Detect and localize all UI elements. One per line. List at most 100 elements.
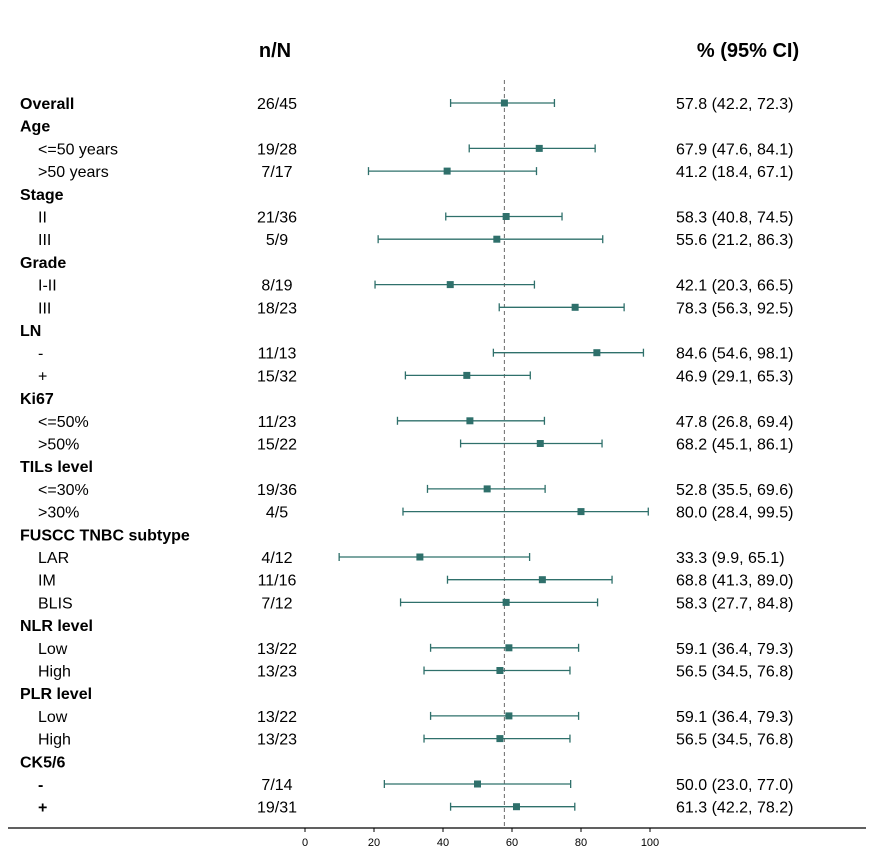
point-estimate-marker	[496, 667, 504, 674]
group-row: Ki67	[20, 391, 54, 408]
subgroup-row: LAR 4/12 33.3 (9.9, 65.1)	[38, 550, 785, 567]
n-over-N: 19/28	[257, 141, 297, 158]
subgroup-row: IM 11/16 68.8 (41.3, 89.0)	[38, 573, 793, 590]
estimate-ci-text: 67.9 (47.6, 84.1)	[676, 141, 793, 158]
group-row: PLR level	[20, 686, 92, 703]
subgroup-label: -	[38, 346, 43, 363]
subgroup-label: >30%	[38, 505, 79, 522]
point-estimate-marker	[505, 644, 513, 652]
n-over-N: 7/14	[261, 777, 292, 794]
subgroup-label: III	[38, 232, 51, 249]
point-estimate-marker	[416, 553, 424, 561]
estimate-ci-text: 59.1 (36.4, 79.3)	[676, 641, 793, 658]
estimate-ci-text: 46.9 (29.1, 65.3)	[676, 368, 793, 385]
subgroup-label: +	[38, 368, 47, 385]
subgroup-label: +	[38, 800, 47, 817]
subgroup-row: High 13/23 56.5 (34.5, 76.8)	[38, 732, 793, 749]
group-label: LN	[20, 323, 41, 340]
x-tick-label: 100	[641, 837, 659, 849]
group-label: Grade	[20, 255, 66, 272]
subgroup-row: III 5/9 55.6 (21.2, 86.3)	[38, 232, 793, 249]
group-row: Overall 26/45 57.8 (42.2, 72.3)	[20, 96, 793, 113]
subgroup-label: Low	[38, 709, 68, 726]
estimate-ci-text: 41.2 (18.4, 67.1)	[676, 164, 793, 181]
n-over-N: 5/9	[266, 232, 288, 249]
n-over-N: 21/36	[257, 210, 297, 227]
group-label: PLR level	[20, 686, 92, 703]
subgroup-row: +19/31 61.3 (42.2, 78.2)	[38, 800, 793, 817]
x-tick-label: 60	[506, 837, 518, 849]
estimate-ci-text: 57.8 (42.2, 72.3)	[676, 96, 793, 113]
n-over-N: 13/22	[257, 641, 297, 658]
n-over-N: 11/23	[258, 414, 297, 431]
subgroup-label: <=30%	[38, 482, 89, 499]
x-tick-label: 20	[368, 837, 380, 849]
n-over-N: 11/13	[258, 346, 297, 363]
subgroup-row: >50 years 7/17 41.2 (18.4, 67.1)	[38, 164, 793, 181]
subgroup-row: High 13/23 56.5 (34.5, 76.8)	[38, 664, 793, 681]
subgroup-label: >50%	[38, 437, 79, 454]
subgroup-row: <=50 years 19/28 67.9 (47.6, 84.1)	[38, 141, 793, 158]
group-row: FUSCC TNBC subtype	[20, 527, 190, 544]
subgroup-label: LAR	[38, 550, 69, 567]
x-tick-label: 0	[302, 837, 308, 849]
point-estimate-marker	[536, 440, 544, 447]
point-estimate-marker	[483, 485, 491, 493]
estimate-ci-text: 56.5 (34.5, 76.8)	[676, 732, 793, 749]
point-estimate-marker	[500, 99, 508, 107]
x-tick-label: 40	[437, 837, 449, 849]
subgroup-label: High	[38, 732, 71, 749]
n-over-N: 13/23	[257, 664, 297, 681]
n-over-N: 19/36	[257, 482, 297, 499]
subgroup-label: -	[38, 777, 43, 794]
point-estimate-marker	[493, 235, 501, 243]
point-estimate-marker	[593, 349, 601, 357]
subgroup-row: III 18/23 78.3 (56.3, 92.5)	[38, 300, 793, 317]
group-label: TILs level	[20, 459, 93, 476]
point-estimate-marker	[538, 576, 546, 584]
subgroup-row: Low 13/22 59.1 (36.4, 79.3)	[38, 641, 793, 658]
estimate-ci-text: 78.3 (56.3, 92.5)	[676, 300, 793, 317]
ci-column-header: % (95% CI)	[697, 40, 799, 62]
n-over-N: 13/23	[257, 732, 297, 749]
point-estimate-marker	[443, 167, 451, 175]
n-over-N: 15/32	[257, 368, 297, 385]
point-estimate-marker	[474, 780, 481, 788]
group-label: Ki67	[20, 391, 54, 408]
x-axis: 0 20 40 60 80 100	[302, 828, 659, 849]
n-over-N: 13/22	[257, 709, 297, 726]
point-estimate-marker	[505, 712, 513, 720]
estimate-ci-text: 55.6 (21.2, 86.3)	[676, 232, 793, 249]
n-over-N: 4/12	[261, 550, 292, 567]
subgroup-label: <=50%	[38, 414, 89, 431]
subgroup-row: - 7/14 50.0 (23.0, 77.0)	[38, 777, 793, 794]
estimate-ci-text: 59.1 (36.4, 79.3)	[676, 709, 793, 726]
estimate-ci-text: 58.3 (40.8, 74.5)	[676, 210, 793, 227]
subgroup-row: I-II 8/19 42.1 (20.3, 66.5)	[38, 278, 793, 295]
subgroup-label: High	[38, 664, 71, 681]
estimate-ci-text: 52.8 (35.5, 69.6)	[676, 482, 793, 499]
n-over-N: 15/22	[257, 437, 297, 454]
group-row: NLR level	[20, 618, 93, 635]
point-estimate-marker	[502, 598, 510, 606]
group-label: Stage	[20, 187, 64, 204]
subgroup-row: +15/32 46.9 (29.1, 65.3)	[38, 368, 793, 385]
group-row: TILs level	[20, 459, 93, 476]
estimate-ci-text: 58.3 (27.7, 84.8)	[676, 595, 793, 612]
n-over-N: 11/16	[258, 573, 297, 590]
subgroup-label: <=50 years	[38, 141, 118, 158]
group-label: Age	[20, 119, 50, 136]
n-over-N: 26/45	[257, 96, 297, 113]
point-estimate-marker	[512, 803, 520, 811]
estimate-ci-text: 61.3 (42.2, 78.2)	[676, 800, 793, 817]
subgroup-label: BLIS	[38, 595, 73, 612]
estimate-ci-text: 80.0 (28.4, 99.5)	[676, 505, 793, 522]
point-estimate-marker	[463, 371, 471, 379]
point-estimate-marker	[571, 303, 579, 311]
subgroup-row: <=50% 11/23 47.8 (26.8, 69.4)	[38, 414, 793, 431]
n-column-header: n/N	[259, 40, 291, 62]
estimate-ci-text: 33.3 (9.9, 65.1)	[676, 550, 785, 567]
n-over-N: 7/17	[261, 164, 292, 181]
estimate-ci-text: 68.2 (45.1, 86.1)	[676, 437, 793, 454]
subgroup-label: II	[38, 210, 47, 227]
